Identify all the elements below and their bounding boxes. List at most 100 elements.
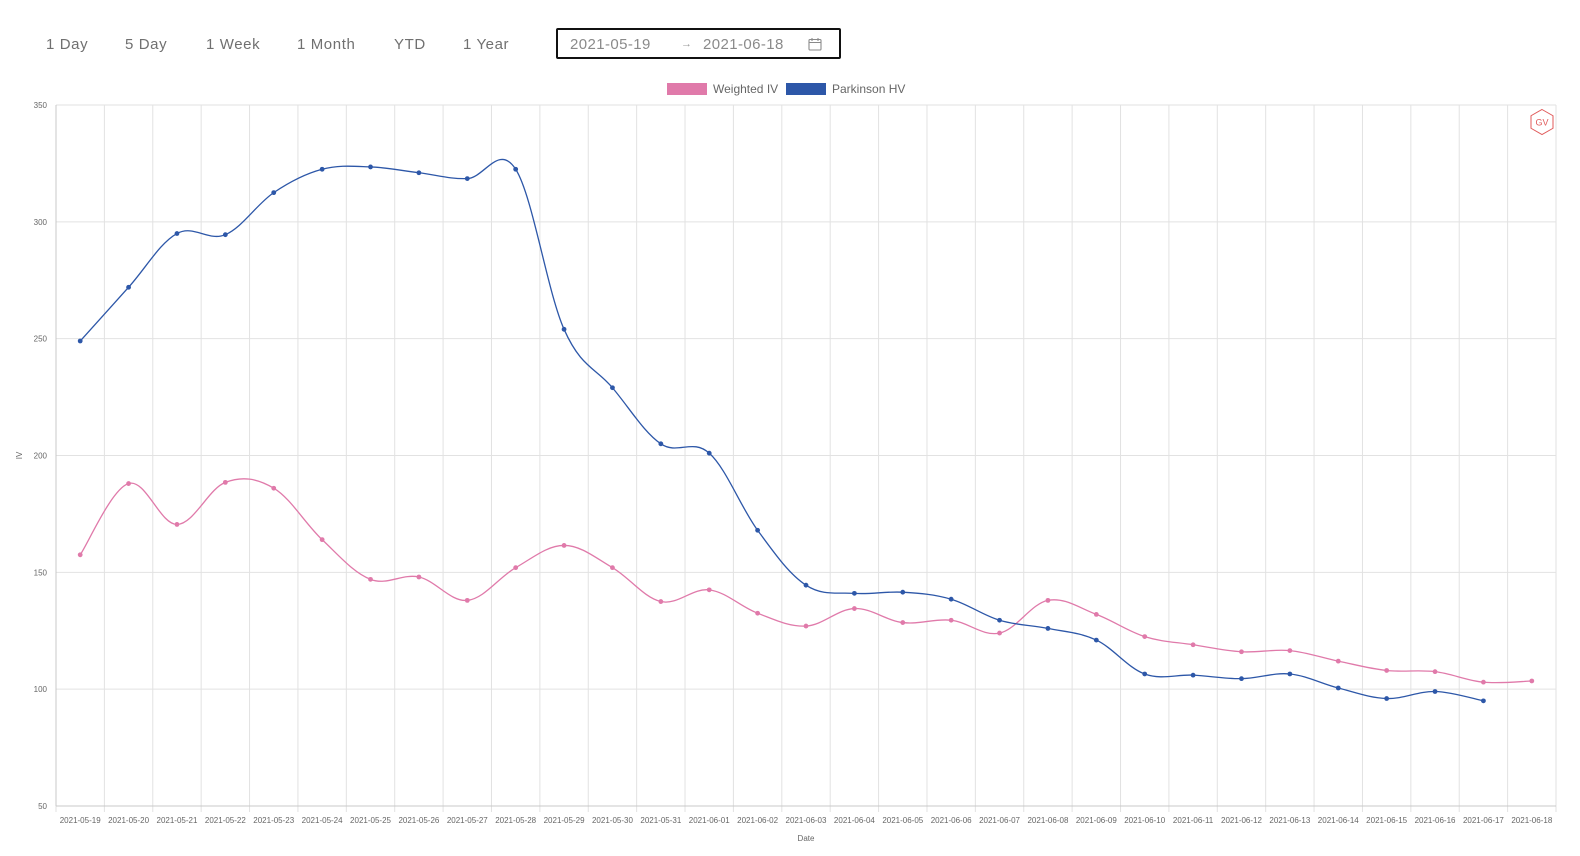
x-tick-label: 2021-06-12: [1221, 816, 1262, 825]
range-ytd-button[interactable]: YTD: [394, 36, 426, 53]
x-tick-label: 2021-06-03: [786, 816, 827, 825]
data-point-parkinson-hv: [368, 164, 373, 170]
data-point-weighted-iv: [803, 623, 809, 629]
x-tick-label: 2021-06-05: [882, 816, 923, 825]
data-point-weighted-iv: [1045, 597, 1051, 603]
x-tick-label: 2021-06-16: [1415, 816, 1456, 825]
data-point-weighted-iv: [610, 565, 615, 571]
data-point-parkinson-hv: [658, 441, 664, 447]
y-tick-label: 250: [34, 335, 48, 344]
range-1-week-button[interactable]: 1 Week: [206, 36, 261, 53]
data-point-parkinson-hv: [755, 527, 761, 533]
x-tick-label: 2021-05-22: [205, 816, 246, 825]
x-tick-label: 2021-06-04: [834, 816, 875, 825]
data-point-weighted-iv: [464, 597, 470, 603]
data-point-parkinson-hv: [1190, 672, 1196, 678]
data-point-weighted-iv: [1142, 634, 1148, 639]
x-tick-label: 2021-05-24: [302, 816, 343, 825]
data-point-parkinson-hv: [610, 385, 615, 391]
x-tick-label: 2021-06-13: [1269, 816, 1310, 825]
data-point-parkinson-hv: [997, 617, 1002, 623]
x-tick-label: 2021-05-25: [350, 816, 391, 825]
data-point-parkinson-hv: [1093, 637, 1099, 643]
data-point-parkinson-hv: [513, 166, 519, 172]
data-point-parkinson-hv: [1045, 626, 1051, 631]
watermark-text: GV: [1535, 118, 1548, 128]
data-point-weighted-iv: [706, 587, 712, 593]
y-tick-label: 350: [34, 101, 48, 110]
range-1-year-button[interactable]: 1 Year: [463, 36, 510, 53]
y-tick-label: 100: [34, 685, 48, 694]
data-point-parkinson-hv: [271, 190, 277, 196]
x-tick-label: 2021-06-01: [689, 816, 730, 825]
data-point-weighted-iv: [319, 537, 325, 543]
data-point-parkinson-hv: [803, 582, 809, 588]
y-tick-label: 150: [34, 568, 48, 577]
x-tick-label: 2021-05-20: [108, 816, 149, 825]
x-tick-label: 2021-06-14: [1318, 816, 1359, 825]
legend-swatch-weighted-iv: [667, 83, 707, 95]
data-point-weighted-iv: [1481, 679, 1486, 685]
data-point-parkinson-hv: [948, 596, 954, 602]
data-point-weighted-iv: [755, 610, 761, 616]
x-tick-label: 2021-05-21: [157, 816, 198, 825]
legend-label-weighted-iv: Weighted IV: [713, 82, 779, 96]
data-point-parkinson-hv: [851, 590, 857, 596]
x-tick-label: 2021-06-18: [1511, 816, 1552, 825]
data-point-parkinson-hv: [1142, 671, 1148, 677]
x-tick-label: 2021-06-08: [1027, 816, 1068, 825]
legend-swatch-parkinson-hv: [786, 83, 826, 95]
x-tick-label: 2021-06-07: [979, 816, 1020, 825]
data-point-weighted-iv: [126, 481, 131, 486]
data-point-weighted-iv: [1529, 678, 1535, 684]
x-tick-label: 2021-05-23: [253, 816, 294, 825]
x-tick-label: 2021-05-26: [398, 816, 439, 825]
data-point-weighted-iv: [1432, 669, 1438, 675]
data-point-parkinson-hv: [77, 338, 83, 344]
calendar-icon[interactable]: [808, 37, 822, 51]
x-tick-label: 2021-06-15: [1366, 816, 1407, 825]
x-tick-label: 2021-05-29: [544, 816, 585, 825]
data-point-weighted-iv: [1287, 648, 1293, 654]
data-point-weighted-iv: [271, 485, 277, 491]
watermark-logo: GV: [1530, 108, 1554, 136]
date-range-picker[interactable]: 2021-05-19 → 2021-06-18: [556, 28, 841, 59]
data-point-weighted-iv: [368, 576, 373, 582]
data-point-parkinson-hv: [1335, 685, 1341, 691]
data-point-weighted-iv: [900, 620, 906, 625]
x-tick-label: 2021-06-10: [1124, 816, 1165, 825]
data-point-parkinson-hv: [1432, 689, 1438, 694]
data-point-weighted-iv: [1384, 668, 1390, 673]
data-point-parkinson-hv: [900, 589, 906, 595]
x-tick-label: 2021-06-02: [737, 816, 778, 825]
range-1-month-button[interactable]: 1 Month: [297, 36, 356, 53]
x-tick-label: 2021-05-28: [495, 816, 536, 825]
data-point-parkinson-hv: [706, 450, 712, 456]
end-date-input[interactable]: 2021-06-18: [703, 36, 784, 53]
data-point-parkinson-hv: [464, 176, 470, 182]
data-point-weighted-iv: [1093, 611, 1099, 617]
data-point-parkinson-hv: [1384, 696, 1390, 701]
arrow-right-icon: →: [681, 38, 692, 50]
data-point-weighted-iv: [513, 565, 519, 571]
data-point-parkinson-hv: [174, 231, 180, 236]
range-1-day-button[interactable]: 1 Day: [46, 36, 89, 53]
data-point-parkinson-hv: [319, 166, 325, 172]
start-date-input[interactable]: 2021-05-19: [570, 36, 651, 53]
y-tick-label: 200: [34, 452, 48, 461]
y-tick-label: 300: [34, 218, 48, 227]
data-point-weighted-iv: [1239, 649, 1244, 655]
data-point-weighted-iv: [997, 630, 1002, 636]
range-5-day-button[interactable]: 5 Day: [125, 36, 168, 53]
x-tick-label: 2021-06-11: [1173, 816, 1214, 825]
x-tick-label: 2021-05-31: [640, 816, 681, 825]
data-point-parkinson-hv: [222, 232, 228, 238]
toolbar: 1 Day 5 Day 1 Week 1 Month YTD 1 Year 20…: [0, 0, 1580, 70]
x-tick-label: 2021-05-19: [60, 816, 101, 825]
data-point-parkinson-hv: [1287, 671, 1293, 677]
data-point-weighted-iv: [416, 574, 422, 580]
data-point-weighted-iv: [1335, 658, 1341, 664]
x-axis-title: Date: [798, 834, 815, 843]
y-axis-title: IV: [15, 451, 24, 459]
